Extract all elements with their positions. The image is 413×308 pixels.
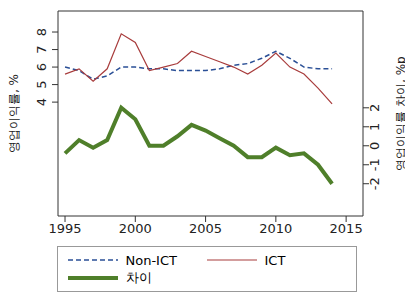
svg-text:0: 0 xyxy=(367,142,382,150)
svg-text:2015: 2015 xyxy=(330,221,363,236)
html-text:ICT: ICT xyxy=(264,252,286,268)
svg-text:2010: 2010 xyxy=(259,221,292,236)
svg-text:1995: 1995 xyxy=(48,221,81,236)
svg-text:2000: 2000 xyxy=(119,221,152,236)
svg-text:7: 7 xyxy=(34,45,49,53)
svg-text:5: 5 xyxy=(34,80,49,88)
svg-text:1: 1 xyxy=(367,123,382,131)
svg-text:영업이익률 차이, %p: 영업이익률 차이, %p xyxy=(394,56,405,170)
html-text:Non-ICT: Non-ICT xyxy=(125,252,177,268)
svg-text:2: 2 xyxy=(367,104,382,112)
svg-text:2005: 2005 xyxy=(189,221,222,236)
html-text:차이: 차이 xyxy=(125,270,152,285)
svg-text:영업이익률, %: 영업이익률, % xyxy=(8,74,21,153)
svg-text:4: 4 xyxy=(34,98,49,106)
svg-text:6: 6 xyxy=(34,63,49,71)
svg-text:-1: -1 xyxy=(367,158,382,171)
svg-text:8: 8 xyxy=(34,28,49,36)
svg-text:-2: -2 xyxy=(367,177,382,190)
